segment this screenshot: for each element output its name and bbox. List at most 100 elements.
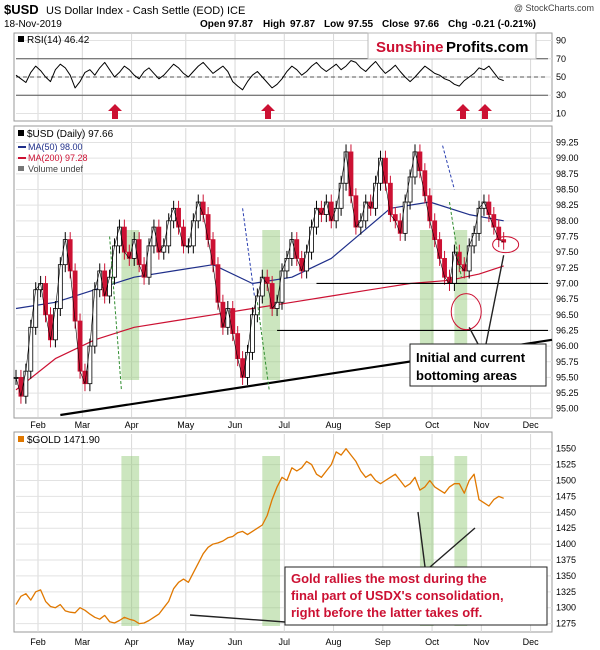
usd-candle-body [274, 301, 280, 309]
usd-candle-body [57, 264, 63, 309]
legend-usd: $USD (Daily) 97.66 [27, 129, 114, 140]
gold-annotation-box: Gold rallies the most during the final p… [284, 566, 548, 626]
y-tick-label: 1500 [556, 476, 576, 486]
y-tick-label: 96.50 [556, 310, 579, 320]
month-tick-label: Feb [30, 420, 46, 430]
y-tick-label: 98.50 [556, 185, 579, 195]
usd-candle-body [284, 258, 290, 272]
usd-candle-body [422, 170, 428, 197]
usd-candle-body [53, 308, 58, 341]
y-tick-label: 50 [556, 72, 566, 82]
high-value: 97.87 [290, 19, 315, 30]
month-tick-label: May [177, 637, 195, 647]
usd-candle-body [432, 220, 438, 241]
usd-candle-body [77, 320, 83, 372]
usd-candle-body [387, 182, 393, 215]
month-tick-label: Apr [125, 637, 139, 647]
rsi-title: RSI(14) 46.42 [18, 35, 90, 46]
month-tick-label: Mar [75, 420, 91, 430]
usd-candle-body [225, 308, 231, 328]
usd-candle-body [18, 377, 24, 397]
y-tick-label: 97.25 [556, 263, 579, 273]
gold-pointer-line [417, 511, 426, 568]
usd-candle-body [176, 207, 181, 228]
y-tick-label: 96.00 [556, 341, 579, 351]
rsi-up-arrows [108, 104, 492, 119]
usd-candle-body [486, 201, 492, 215]
legend-ma200: MA(200) 97.28 [28, 153, 88, 163]
usd-candle-body [230, 308, 236, 334]
month-tick-label: Mar [75, 637, 91, 647]
month-tick-label: Feb [30, 637, 46, 647]
gold-price-line [15, 448, 504, 625]
usd-candle-body [314, 207, 319, 228]
y-tick-label: 1275 [556, 619, 576, 629]
usd-highlight-zone [121, 230, 140, 380]
y-tick-label: 70 [556, 54, 566, 64]
usd-candle-body [289, 239, 295, 259]
open-value: 97.87 [228, 19, 253, 30]
usd-candle-body [220, 301, 226, 328]
rsi-title-text: RSI(14) 46.42 [27, 35, 90, 46]
usd-candle-body [240, 358, 245, 378]
usd-candle-body [437, 239, 443, 259]
usd-candle-body [136, 239, 142, 266]
month-tick-label: Jul [279, 420, 291, 430]
gold-note-line3: right before the latter takes off. [291, 605, 482, 620]
usd-candle-body [210, 239, 216, 266]
dashed-swing-line [109, 236, 122, 390]
usd-candle-body [107, 276, 112, 297]
usd-candle-body [343, 151, 349, 184]
usd-note-line1: Initial and current [416, 350, 526, 365]
usd-candle-body [442, 258, 447, 278]
usd-candle-body [259, 276, 265, 297]
gold-note-line2: final part of USDX's consolidation, [291, 588, 504, 603]
up-arrow-icon [456, 104, 470, 119]
rsi-line [15, 60, 504, 91]
y-tick-label: 1450 [556, 507, 576, 517]
usd-candle-body [363, 201, 369, 222]
usd-candle-body [476, 207, 482, 234]
usd-candle-body [23, 370, 29, 397]
usd-candle-body [338, 182, 344, 209]
y-tick-label: 95.25 [556, 388, 579, 398]
usd-candle-body [501, 239, 507, 243]
stockcharts-watermark: @ StockCharts.com [514, 3, 594, 13]
dashed-swing-line [442, 145, 455, 190]
usd-candle-body [205, 214, 211, 241]
usd-candle-body [161, 245, 167, 253]
month-tick-label: Jul [279, 637, 291, 647]
usd-candle-body [353, 195, 359, 228]
gold-title-text: $GOLD 1471.90 [27, 435, 100, 446]
usd-candle-body [378, 157, 383, 184]
usd-candle-body [166, 220, 172, 247]
usd-candle-body [264, 276, 270, 284]
usd-candle-body [97, 270, 103, 291]
y-tick-label: 30 [556, 90, 566, 100]
usd-candle-body [245, 351, 250, 378]
usd-candle-body [333, 207, 339, 222]
usd-candle-body [62, 239, 68, 266]
usd-annotation-box: Initial and current bottoming areas [409, 343, 547, 387]
up-arrow-icon [108, 104, 122, 119]
y-tick-label: 1375 [556, 555, 576, 565]
usd-candle-body [407, 176, 413, 203]
bottom-circle-initial [450, 293, 482, 331]
month-tick-label: Aug [326, 420, 342, 430]
usd-candle-body [412, 151, 418, 178]
y-tick-label: 98.00 [556, 216, 579, 226]
y-tick-label: 1525 [556, 460, 576, 470]
y-tick-label: 95.75 [556, 357, 579, 367]
y-tick-label: 95.50 [556, 372, 579, 382]
usd-candle-body [235, 333, 241, 360]
usd-candle-body [279, 270, 285, 303]
month-tick-label: Jun [228, 637, 243, 647]
close-label: Close [382, 19, 410, 30]
usd-candle-body [151, 226, 157, 247]
gold-highlight-zone [262, 456, 281, 626]
usd-candle-body [250, 314, 255, 353]
usd-candle-body [200, 201, 206, 215]
close-value: 97.66 [414, 19, 439, 30]
usd-candle-body [72, 270, 78, 322]
